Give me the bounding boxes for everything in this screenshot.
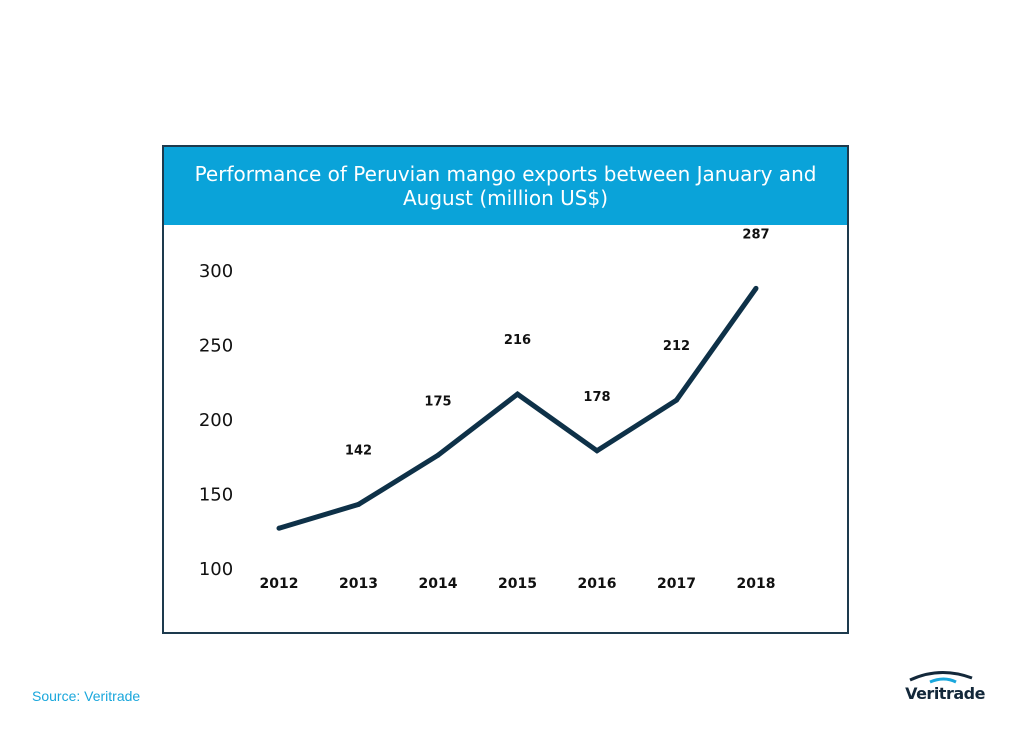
data-point-2018 [753,285,759,291]
data-point-2016 [594,448,600,454]
x-tick-label-2018: 2018 [737,576,776,592]
chart-title-bar: Performance of Peruvian mango exports be… [164,147,847,225]
logo-wordmark: Veritrade [905,684,985,703]
y-tick-label-200: 200 [199,410,233,431]
data-point-2015 [515,391,520,397]
series-line [278,286,759,531]
data-label-2014: 175 [424,394,451,409]
x-tick-label-2013: 2013 [339,576,378,592]
data-label-2018: 287 [742,227,769,242]
logo-swoosh-icon [909,670,973,684]
y-tick-label-250: 250 [199,336,233,357]
data-point-2012 [276,525,282,531]
source-note: Source: Veritrade [32,688,141,704]
x-tick-label-2012: 2012 [260,576,299,592]
data-label-2017: 212 [663,339,690,354]
data-label-2016: 178 [583,390,610,405]
data-label-2013: 142 [345,443,372,458]
line-chart: 100 150 200 250 300 2012 2013 2014 2015 2016 2017 2… [199,227,776,592]
x-tick-label-2015: 2015 [498,576,537,592]
y-tick-label-100: 100 [199,559,233,580]
data-point-2014 [435,452,441,458]
veritrade-logo: Veritrade [900,668,990,714]
data-point-2017 [674,397,679,403]
y-tick-label-300: 300 [199,261,233,282]
y-tick-label-150: 150 [199,485,233,506]
data-label-2015: 216 [504,333,531,348]
x-tick-label-2017: 2017 [657,576,696,592]
chart-frame: 100 150 200 250 300 2012 2013 2014 2015 2016 2017 2… [162,145,849,634]
x-tick-label-2016: 2016 [578,576,617,592]
data-point-2013 [356,501,361,507]
x-tick-label-2014: 2014 [419,576,458,592]
chart-title: Performance of Peruvian mango exports be… [194,162,817,210]
